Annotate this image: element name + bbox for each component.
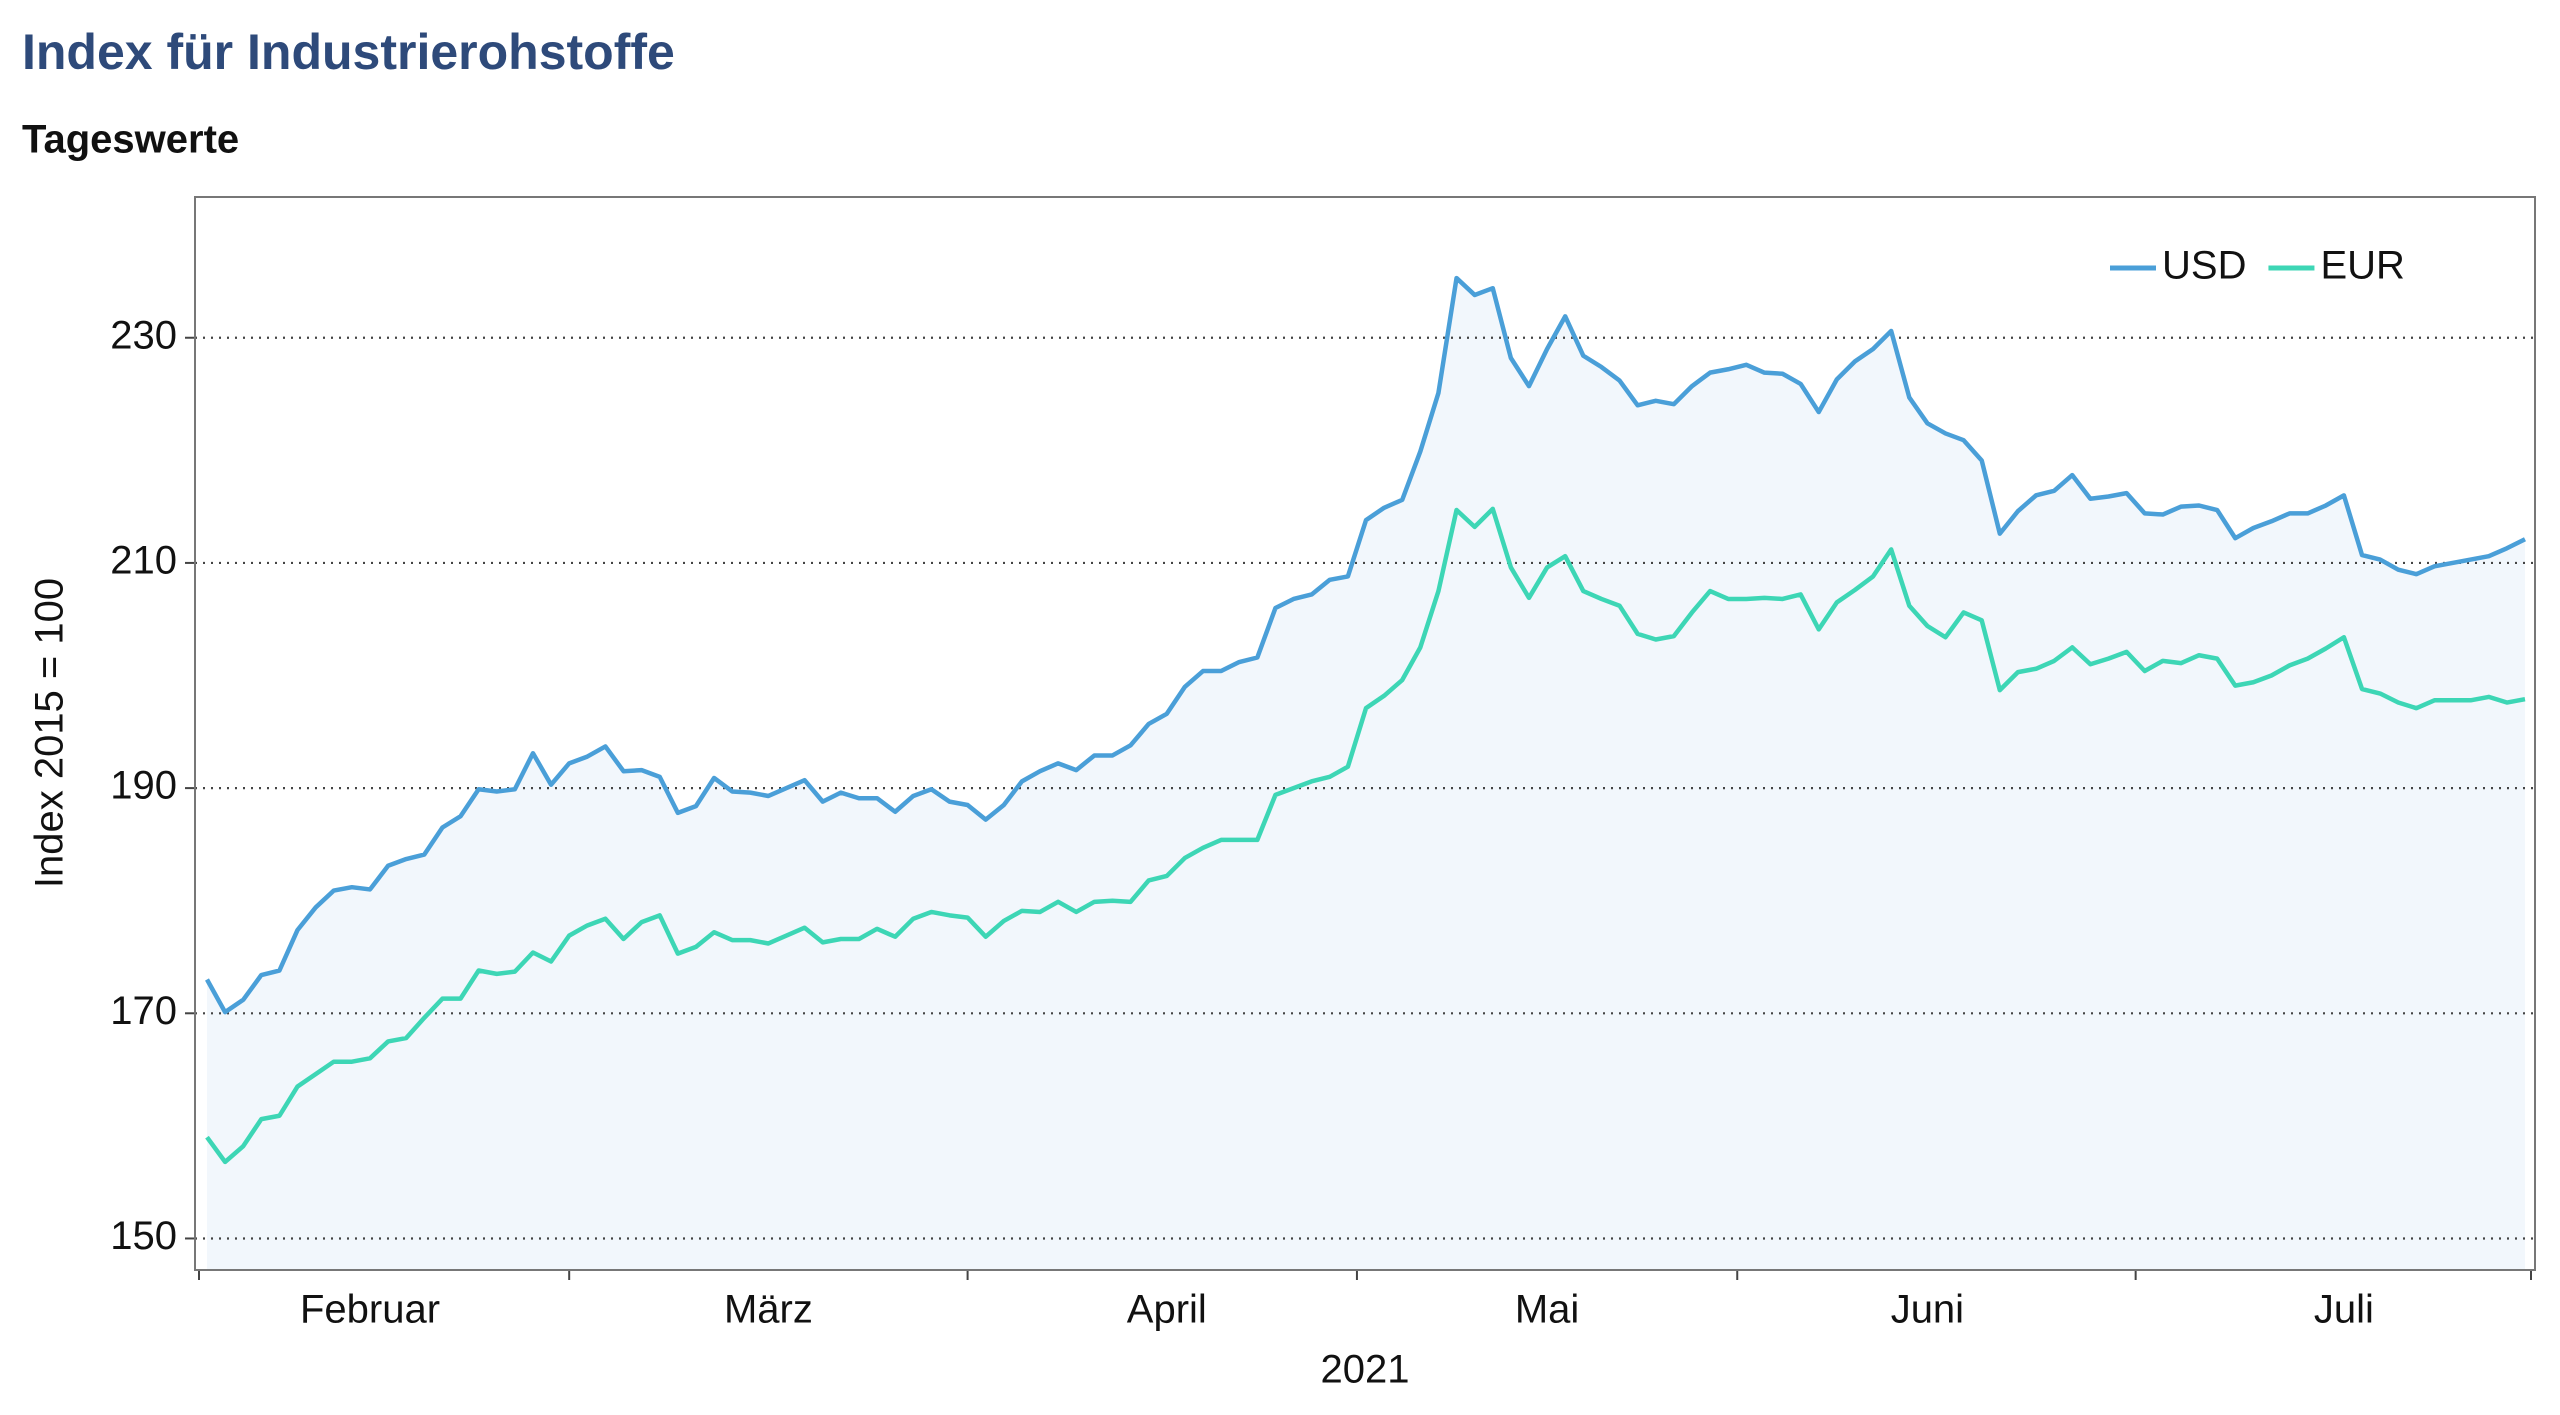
y-tick-label: 190 (110, 764, 177, 808)
y-axis-label: Index 2015 = 100 (28, 578, 72, 888)
legend-label: USD (2162, 244, 2246, 288)
plot-frame (194, 196, 2536, 1271)
x-axis-label: 2021 (1321, 1348, 1410, 1392)
y-tick-label: 150 (110, 1214, 177, 1258)
series-line (205, 275, 2527, 1015)
chart-title: Index für Industrierohstoffe (22, 24, 675, 80)
x-tick-label: April (1127, 1288, 1207, 1332)
x-tick-label: Juli (2314, 1288, 2374, 1332)
y-tick-label: 170 (110, 989, 177, 1033)
series-line (205, 506, 2526, 1165)
area (207, 278, 2525, 1270)
x-tick-label: März (724, 1288, 813, 1332)
chart-subtitle: Tageswerte (22, 118, 239, 162)
y-tick-label: 210 (110, 538, 177, 582)
y-tick-label: 230 (110, 313, 177, 357)
x-tick-label: Juni (1891, 1288, 1964, 1332)
x-tick-label: Februar (300, 1288, 440, 1332)
legend-label: EUR (2320, 244, 2404, 288)
x-tick-label: Mai (1515, 1288, 1579, 1332)
